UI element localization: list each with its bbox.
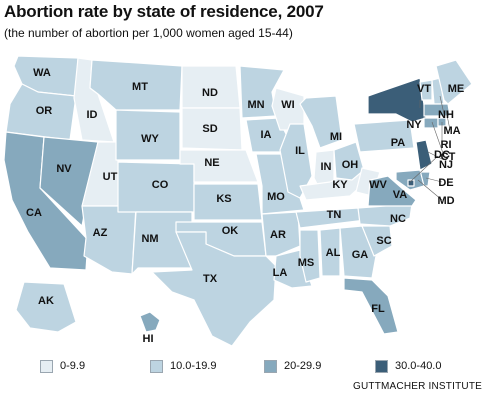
state-ar (261, 211, 301, 257)
state-label-nm: NM (141, 233, 158, 245)
state-label-wv: WV (369, 179, 387, 191)
state-label-mn: MN (247, 99, 264, 111)
state-label-ct: CT (441, 151, 456, 163)
legend-swatch (150, 359, 163, 373)
state-label-ri: RI (441, 139, 452, 151)
state-label-de: DE (438, 177, 453, 189)
state-label-md: MD (437, 195, 454, 207)
state-label-az: AZ (93, 227, 108, 239)
state-me (435, 59, 473, 105)
label-connectors (409, 95, 451, 201)
connector-ma (445, 109, 451, 131)
legend-label: 30.0-40.0 (395, 360, 442, 372)
state-label-ms: MS (298, 257, 315, 269)
state-label-ga: GA (352, 249, 369, 261)
state-hi (139, 311, 161, 333)
state-fl (343, 277, 399, 335)
state-label-in: IN (321, 161, 332, 173)
state-label-id: ID (87, 109, 98, 121)
source-credit: GUTTMACHER INSTITUTE (353, 381, 482, 392)
state-ct (423, 117, 439, 129)
state-label-ok: OK (222, 225, 239, 237)
states-layer (3, 55, 473, 347)
state-label-ak: AK (38, 295, 54, 307)
state-label-il: IL (295, 145, 305, 157)
state-ny (367, 77, 427, 123)
legend-swatch (264, 359, 277, 373)
state-al (319, 227, 341, 277)
state-label-la: LA (273, 267, 288, 279)
state-label-nh: NH (438, 109, 454, 121)
state-label-sd: SD (202, 123, 217, 135)
state-label-ar: AR (270, 229, 286, 241)
state-label-ma: MA (443, 125, 460, 137)
connector-de (425, 177, 443, 183)
state-mi (299, 95, 343, 149)
state-label-mi: MI (330, 131, 342, 143)
state-label-ia: IA (261, 129, 272, 141)
state-labels: WA OR CA NV ID UT AZ MT WY CO NM ND SD NE KS OK TX MN IA MO… (26, 67, 464, 345)
connector-md (417, 179, 443, 201)
state-ms (299, 229, 321, 283)
state-label-ks: KS (216, 193, 231, 205)
state-label-ny: NY (406, 119, 422, 131)
connector-nj (427, 151, 445, 161)
legend-item-bin-0: 0-9.9 (40, 358, 85, 374)
state-label-me: ME (448, 83, 465, 95)
state-label-co: CO (152, 179, 169, 191)
state-sc (361, 225, 393, 257)
state-label-ky: KY (332, 179, 348, 191)
state-az (81, 205, 137, 275)
state-label-ca: CA (26, 207, 42, 219)
state-label-fl: FL (371, 303, 385, 315)
state-ak (15, 281, 77, 333)
state-vt (419, 79, 433, 101)
legend-swatch (375, 359, 388, 373)
state-label-al: AL (326, 247, 341, 259)
state-label-va: VA (393, 189, 408, 201)
legend-item-bin-3: 30.0-40.0 (375, 358, 441, 374)
connector-dc (409, 155, 439, 183)
state-label-pa: PA (391, 137, 406, 149)
legend-item-bin-2: 20-29.9 (264, 358, 321, 374)
state-label-mt: MT (132, 81, 148, 93)
legend-item-bin-1: 10.0-19.9 (150, 358, 216, 374)
connector-nh (439, 95, 445, 115)
state-oh (333, 141, 365, 181)
state-label-hi: HI (143, 333, 154, 345)
state-label-tx: TX (203, 273, 218, 285)
state-label-dc: DC (434, 149, 450, 161)
state-nj (415, 139, 433, 171)
state-label-ne: NE (204, 157, 219, 169)
state-label-nv: NV (56, 163, 72, 175)
state-label-tn: TN (327, 209, 342, 221)
state-pa (353, 119, 415, 153)
connector-ct (431, 121, 445, 157)
map-title: Abortion rate by state of residence, 200… (4, 2, 324, 21)
state-label-nd: ND (202, 87, 218, 99)
state-label-or: OR (36, 105, 53, 117)
map-subtitle: (the number of abortion per 1,000 women … (4, 26, 293, 40)
state-label-vt: VT (417, 83, 431, 95)
state-va (367, 175, 417, 207)
legend-label: 0-9.9 (60, 360, 86, 372)
state-label-wa: WA (33, 67, 51, 79)
state-label-ut: UT (103, 171, 118, 183)
state-label-nj: NJ (439, 159, 453, 171)
state-label-sc: SC (376, 235, 391, 247)
legend-label: 10.0-19.9 (170, 360, 217, 372)
legend-swatch (40, 359, 53, 373)
state-label-wy: WY (141, 133, 159, 145)
state-label-wi: WI (281, 99, 294, 111)
state-label-oh: OH (342, 159, 359, 171)
state-tx (151, 231, 277, 347)
state-label-nc: NC (390, 213, 406, 225)
legend-label: 20-29.9 (284, 360, 322, 372)
state-label-mo: MO (267, 191, 285, 203)
state-ne (179, 149, 259, 183)
state-il (279, 123, 313, 199)
